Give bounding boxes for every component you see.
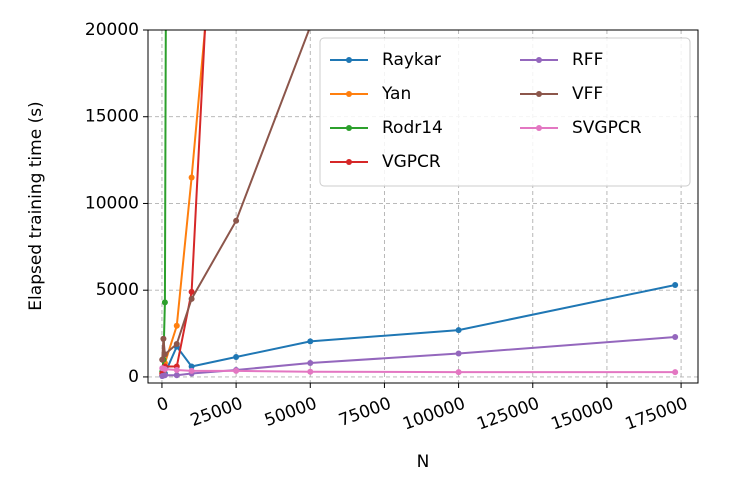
legend-marker xyxy=(346,159,352,165)
legend-label: Raykar xyxy=(382,50,441,70)
legend-box xyxy=(319,37,691,187)
data-point xyxy=(173,340,180,347)
legend-marker xyxy=(346,57,352,63)
series-line xyxy=(161,284,676,377)
data-point xyxy=(307,360,314,367)
data-point xyxy=(173,366,180,373)
x-tick-label: 50000 xyxy=(262,394,320,431)
x-tick-label: 100000 xyxy=(400,394,468,435)
x-tick-label: 125000 xyxy=(474,394,542,435)
data-point xyxy=(307,338,314,345)
data-point xyxy=(233,217,240,224)
y-tick-label: 5000 xyxy=(96,280,139,300)
data-point xyxy=(455,369,462,376)
data-point xyxy=(161,372,168,379)
series-line xyxy=(161,30,167,372)
y-tick-label: 10000 xyxy=(85,193,139,213)
data-point xyxy=(307,24,313,30)
data-point xyxy=(161,366,168,373)
data-point xyxy=(159,356,166,363)
legend-label: Yan xyxy=(381,84,411,104)
data-point xyxy=(188,174,195,181)
legend-marker xyxy=(536,57,542,63)
legend-marker xyxy=(536,125,542,131)
y-tick-label: 0 xyxy=(128,367,139,387)
y-axis-label: Elapsed training time (s) xyxy=(26,101,46,310)
plot-frame xyxy=(147,29,699,384)
data-point xyxy=(173,322,180,329)
legend-marker xyxy=(346,91,352,97)
x-tick-label: 175000 xyxy=(623,394,691,435)
y-tick-label: 20000 xyxy=(85,20,139,40)
data-point xyxy=(161,299,168,306)
legend-label: SVGPCR xyxy=(572,118,642,138)
data-point xyxy=(672,281,679,288)
data-point xyxy=(233,353,240,360)
x-tick-label: 75000 xyxy=(336,394,394,431)
data-point xyxy=(672,334,679,341)
data-point xyxy=(188,288,195,295)
data-point xyxy=(173,372,180,379)
data-point xyxy=(233,367,240,374)
data-point xyxy=(188,363,195,370)
data-point xyxy=(188,295,195,302)
series-line xyxy=(161,30,206,374)
data-point xyxy=(188,367,195,374)
y-tick-label: 15000 xyxy=(85,107,139,127)
data-point xyxy=(455,350,462,357)
legend-label: Rodr14 xyxy=(382,118,443,138)
data-point xyxy=(160,335,167,342)
x-axis-label: N xyxy=(417,452,430,472)
data-point xyxy=(672,369,679,376)
data-point xyxy=(455,327,462,334)
legend-marker xyxy=(346,125,352,131)
legend-marker xyxy=(536,91,542,97)
legend-label: RFF xyxy=(572,50,603,70)
x-tick-label: 0 xyxy=(154,394,171,416)
x-tick-label: 150000 xyxy=(549,394,617,435)
data-point xyxy=(161,351,168,358)
data-point xyxy=(307,368,314,375)
legend-label: VFF xyxy=(572,84,603,104)
series-line xyxy=(161,30,206,376)
legend-label: VGPCR xyxy=(382,152,441,172)
x-tick-label: 25000 xyxy=(188,394,246,431)
